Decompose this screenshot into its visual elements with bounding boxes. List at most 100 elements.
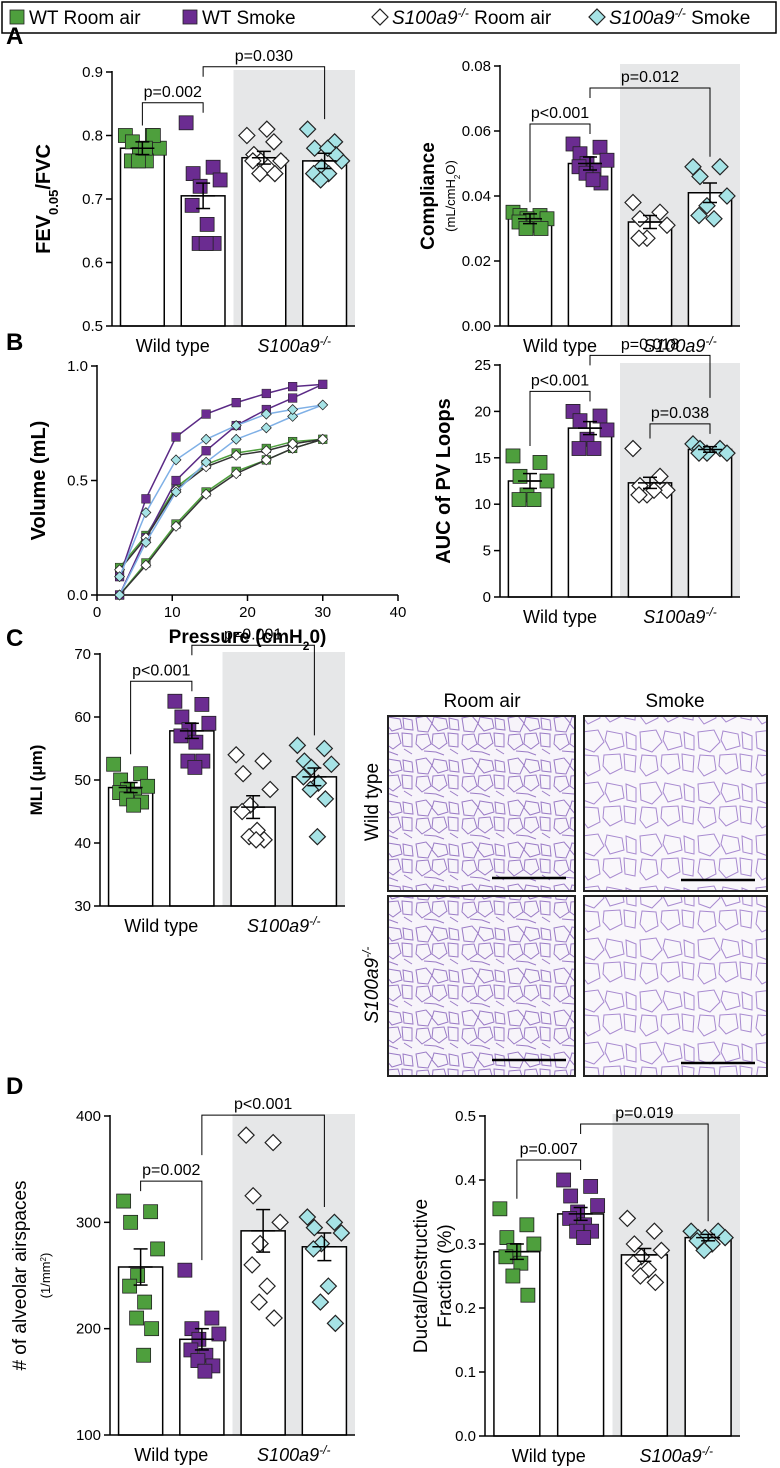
data-point xyxy=(590,1198,606,1213)
data-point xyxy=(271,1213,289,1232)
data-point xyxy=(150,1241,166,1257)
x-category-label-part: S100a9 xyxy=(258,336,320,356)
bar xyxy=(627,482,673,598)
data-point xyxy=(298,120,317,138)
y-tick-label: 0.4 xyxy=(455,1172,476,1189)
bar xyxy=(180,195,226,327)
data-point xyxy=(140,507,152,519)
data-point xyxy=(718,444,736,463)
y-tick-label: 10 xyxy=(474,496,491,513)
y-axis-label: (mL/cmH2O) xyxy=(443,160,462,232)
error-bar xyxy=(179,722,204,740)
bar xyxy=(301,1246,348,1436)
data-point xyxy=(305,1218,324,1237)
data-point xyxy=(130,153,146,169)
data-point xyxy=(288,393,298,403)
y-tick-label: 0.3 xyxy=(455,1236,476,1253)
p-value-label: p<0.001 xyxy=(531,372,589,389)
data-point xyxy=(238,126,256,145)
x-axis-label-part: 2 xyxy=(303,639,310,653)
data-point xyxy=(260,408,272,420)
data-point xyxy=(624,439,642,458)
data-point xyxy=(318,379,328,389)
y-tick-label: 0.5 xyxy=(455,1108,476,1125)
p-value-label: p=0.018 xyxy=(621,336,679,353)
y-tick-label: 1.0 xyxy=(67,358,88,375)
data-point xyxy=(526,1236,542,1252)
row-label: S100a9-/- xyxy=(360,947,383,1024)
data-point xyxy=(690,206,708,225)
data-point xyxy=(133,766,149,782)
micrograph xyxy=(583,895,768,1077)
data-point xyxy=(205,159,221,175)
error-bar xyxy=(191,182,216,210)
data-point xyxy=(188,734,204,750)
x-category-label-part: Wild type xyxy=(134,1445,208,1465)
data-point xyxy=(511,492,527,507)
y-tick-label: 0.2 xyxy=(455,1300,476,1317)
data-point xyxy=(630,229,648,248)
y-axis-label-part: /FVC xyxy=(33,144,55,190)
data-point xyxy=(492,1201,508,1217)
data-point xyxy=(287,438,299,450)
data-point xyxy=(630,486,648,504)
x-category-label: S100a9-/- xyxy=(258,334,331,356)
y-tick-label: 0.04 xyxy=(462,188,491,205)
legend-label-part: -/- xyxy=(675,6,686,20)
data-point xyxy=(571,441,587,456)
x-axis-label: Pressure (cmH20) xyxy=(169,627,327,653)
data-point xyxy=(197,1363,213,1379)
x-tick-label: 10 xyxy=(164,604,181,621)
data-point xyxy=(123,1214,139,1230)
data-point xyxy=(204,1310,220,1326)
error-bar xyxy=(118,781,143,794)
data-point xyxy=(258,1277,276,1295)
data-point xyxy=(298,1208,317,1226)
bar xyxy=(119,147,165,327)
data-point xyxy=(532,455,548,470)
data-point xyxy=(520,1287,536,1303)
error-bar xyxy=(128,1248,153,1286)
y-tick-label: 70 xyxy=(74,646,91,663)
data-point xyxy=(199,216,215,232)
y-axis-label: Compliance xyxy=(418,142,439,250)
data-point xyxy=(231,398,241,408)
legend-label-part: S100a9 xyxy=(609,8,675,29)
data-point xyxy=(519,1217,535,1233)
y-axis-label-part: (1/mm xyxy=(38,1261,53,1298)
data-point xyxy=(230,468,242,480)
column-label: Room air xyxy=(443,691,521,712)
data-point xyxy=(174,709,190,725)
legend-marker xyxy=(588,8,606,26)
data-point xyxy=(116,1193,132,1209)
x-category-label-part: Wild type xyxy=(523,336,597,356)
comparison-bracket xyxy=(191,644,315,736)
x-category-label-part: -/- xyxy=(705,605,716,619)
y-tick-label: 0.8 xyxy=(82,128,103,145)
data-point xyxy=(122,1278,138,1294)
x-tick-label: 40 xyxy=(390,604,407,621)
y-tick-label: 0.5 xyxy=(82,318,103,335)
data-point xyxy=(260,445,272,457)
y-axis-label: MLI (μm) xyxy=(27,745,46,816)
data-point xyxy=(318,139,337,158)
data-point xyxy=(556,1172,572,1188)
data-point xyxy=(526,492,542,507)
error-bar xyxy=(518,213,542,225)
data-point xyxy=(319,1277,338,1295)
x-category-label: Wild type xyxy=(134,1445,208,1465)
y-tick-label: 20 xyxy=(474,403,491,420)
error-bar xyxy=(504,1243,529,1261)
data-point xyxy=(200,433,212,445)
comparison-bracket xyxy=(201,1114,325,1208)
p-value-label: p<0.001 xyxy=(234,1096,292,1113)
data-point xyxy=(651,467,669,486)
error-bar xyxy=(578,156,602,171)
x-category-label: Wild type xyxy=(523,607,597,627)
data-point xyxy=(194,697,210,712)
data-point xyxy=(592,139,608,155)
y-axis-label-part: Fraction (%) xyxy=(435,1224,456,1327)
error-bar xyxy=(638,214,662,230)
y-axis-label-part: Compliance xyxy=(418,142,439,250)
y-axis-label: Fraction (%) xyxy=(435,1224,456,1327)
